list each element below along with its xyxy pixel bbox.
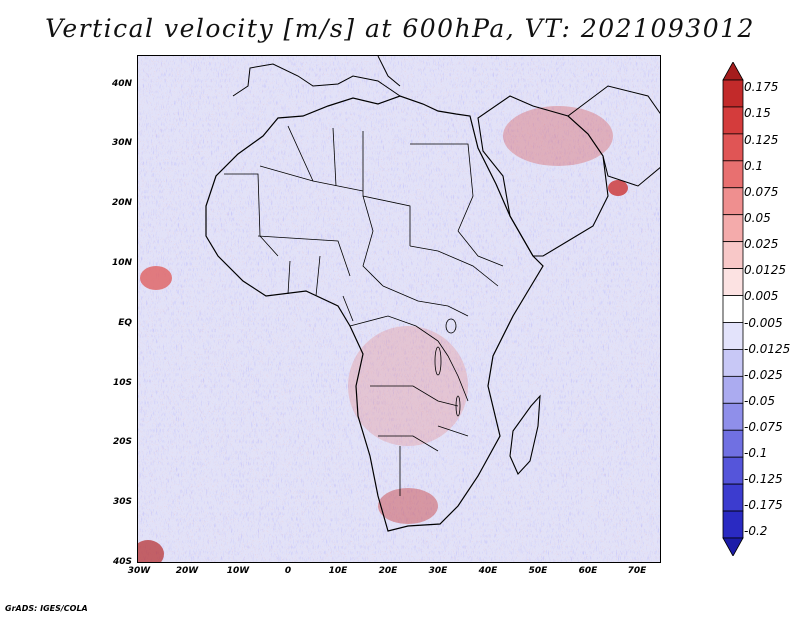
colorbar-label: 0.025 [744,237,779,251]
lon-tick-label: 50E [528,566,548,576]
colorbar-label: -0.075 [744,420,783,434]
credit-text: GrADS: IGES/COLA [5,604,88,613]
colorbar-label: -0.005 [744,316,783,330]
colorbar-segment [722,241,744,269]
colorbar-label: 0.05 [744,211,771,225]
madagascar-coastline [509,394,541,475]
colorbar-segment [722,106,744,135]
colorbar-segment [722,79,744,108]
lon-tick-label: 40E [478,566,498,576]
map-plot-area [137,55,661,563]
colorbar-segment [722,187,744,216]
colorbar-label: 0.125 [744,133,779,147]
colorbar-label: 0.005 [744,289,779,303]
lon-tick-label: 30W [127,566,151,576]
colorbar-label: -0.025 [744,368,783,382]
lon-tick-label: 70E [627,566,647,576]
convective-cell [608,180,628,196]
lat-tick-label: 40N [111,79,132,89]
colorbar-segment [722,429,744,458]
lon-tick-label: 30E [428,566,448,576]
lat-tick-label: 30N [111,138,132,148]
colorbar-segment [722,160,744,189]
lat-tick-label: 20S [112,437,132,447]
lat-tick-label: 40S [112,557,132,567]
colorbar-label: 0.1 [744,159,764,173]
chart-title: Vertical velocity [m/s] at 600hPa, VT: 2… [45,14,755,43]
colorbar-segment [722,537,744,556]
lon-tick-label: 60E [578,566,598,576]
colorbar-label: -0.1 [744,446,768,460]
lon-tick-label: 10W [226,566,250,576]
country-borders [224,125,504,496]
lon-tick-label: 10E [328,566,348,576]
colorbar-segment [722,510,744,539]
colorbar-segment [722,375,744,404]
colorbar-segment [722,62,744,81]
lon-tick-label: 0 [284,566,292,576]
colorbar-segment [722,402,744,431]
colorbar-segment [722,483,744,512]
colorbar-label: 0.0125 [744,263,786,277]
colorbar-label: 0.175 [744,80,779,94]
colorbar-label: -0.05 [744,394,776,408]
colorbar-label: 0.15 [744,106,771,120]
colorbar-label: -0.2 [744,524,768,538]
colorbar [722,62,744,556]
africa-coastline [205,95,544,532]
lat-tick-label: 10N [111,258,132,268]
colorbar-segment [722,214,744,243]
colorbar-segment [722,349,744,377]
colorbar-segment [722,295,744,323]
colorbar-label: -0.125 [744,472,783,486]
lat-tick-label: 30S [112,497,132,507]
colorbar-label: -0.0125 [744,342,791,356]
convective-cell [140,266,172,290]
lat-tick-label: 20N [111,198,132,208]
lon-tick-label: 20E [378,566,398,576]
lon-tick-label: 20W [175,566,199,576]
lat-tick-label: 10S [112,378,132,388]
vertical-velocity-map [138,56,660,562]
colorbar-label: -0.175 [744,498,783,512]
colorbar-label: 0.075 [744,185,779,199]
lat-tick-label: EQ [118,318,132,328]
colorbar-segment [722,456,744,485]
colorbar-segment [722,268,744,296]
colorbar-segment [722,133,744,162]
colorbar-segment [722,322,744,350]
